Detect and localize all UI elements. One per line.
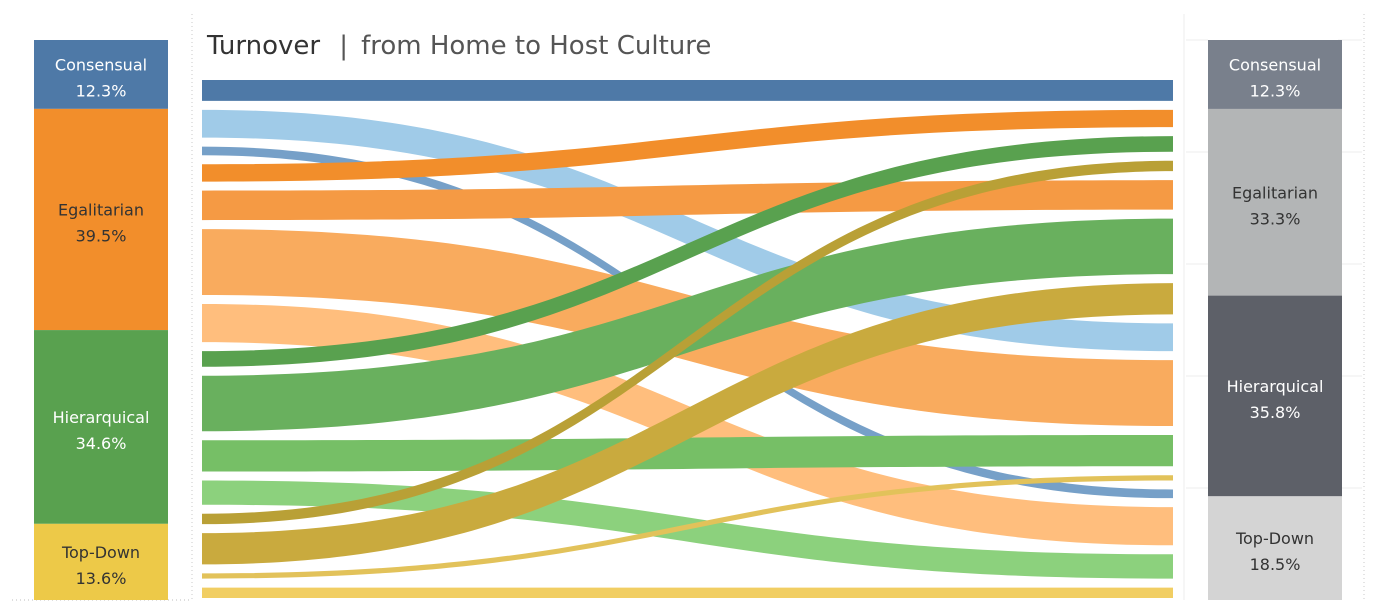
home-bar-label-top-down: Top-Down	[61, 543, 140, 562]
host-bar-hierarquical	[1208, 295, 1342, 497]
home-bar-value-hierarquical: 34.6%	[76, 434, 127, 453]
host-bar-egalitarian	[1208, 108, 1342, 296]
home-bar-egalitarian	[34, 108, 168, 331]
home-bar-label-consensual: Consensual	[55, 55, 147, 74]
home-bar-label-egalitarian: Egalitarian	[58, 200, 144, 219]
flow-top-down-to-top-down	[202, 587, 1173, 598]
host-bar-value-top-down: 18.5%	[1250, 555, 1301, 574]
host-bar-label-egalitarian: Egalitarian	[1232, 183, 1318, 202]
home-bar-value-egalitarian: 39.5%	[76, 226, 127, 245]
flow-ribbons	[202, 80, 1173, 598]
home-bar-consensual	[34, 40, 168, 109]
host-bar-value-egalitarian: 33.3%	[1250, 209, 1301, 228]
host-bar-consensual	[1208, 40, 1342, 109]
flow-consensual-to-hierarquical	[202, 109, 1173, 352]
flow-top-down-to-consensual	[202, 160, 1173, 525]
home-bar-hierarquical	[34, 330, 168, 524]
chart-title-separator: |	[339, 31, 348, 61]
home-culture-bars: Consensual 12.3% Egalitarian 39.5% Hierarqui…	[34, 40, 168, 600]
home-bar-value-top-down: 13.6%	[76, 569, 127, 588]
host-bar-value-hierarquical: 35.8%	[1250, 403, 1301, 422]
host-bar-label-consensual: Consensual	[1229, 55, 1321, 74]
flow-top-down-to-egalitarian	[202, 283, 1173, 565]
flow-hierarquical-to-consensual	[202, 136, 1173, 367]
host-bar-top-down	[1208, 496, 1342, 600]
chart-title-group: Turnover | from Home to Host Culture	[206, 31, 711, 61]
flow-consensual-to-consensual	[202, 80, 1173, 101]
flow-top-down-to-hierarquical	[202, 475, 1173, 579]
home-bar-value-consensual: 12.3%	[76, 81, 127, 100]
host-bar-label-hierarquical: Hierarquical	[1227, 377, 1324, 396]
home-bar-label-hierarquical: Hierarquical	[53, 408, 150, 427]
flow-hierarquical-to-egalitarian	[202, 218, 1173, 432]
flow-egalitarian-to-egalitarian	[202, 180, 1173, 221]
flow-egalitarian-to-consensual	[202, 109, 1173, 182]
flow-hierarquical-to-top-down	[202, 480, 1173, 579]
host-culture-bars: Consensual 12.3% Egalitarian 33.3% Hierarqui…	[1208, 40, 1342, 600]
chart-subtitle: from Home to Host Culture	[361, 31, 711, 61]
host-bar-label-top-down: Top-Down	[1235, 529, 1314, 548]
chart-title: Turnover	[206, 31, 320, 61]
home-bar-top-down	[34, 523, 168, 600]
flow-hierarquical-to-hierarquical	[202, 435, 1173, 472]
host-bar-value-consensual: 12.3%	[1250, 81, 1301, 100]
